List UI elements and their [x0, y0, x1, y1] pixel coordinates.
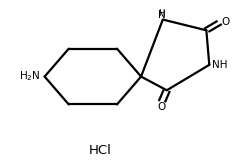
Text: HCl: HCl — [89, 144, 112, 157]
Text: H$_2$N: H$_2$N — [19, 70, 40, 83]
Text: O: O — [158, 102, 166, 112]
Text: O: O — [222, 17, 230, 27]
Text: H: H — [158, 9, 165, 18]
Text: N: N — [158, 10, 166, 20]
Text: NH: NH — [212, 60, 228, 70]
